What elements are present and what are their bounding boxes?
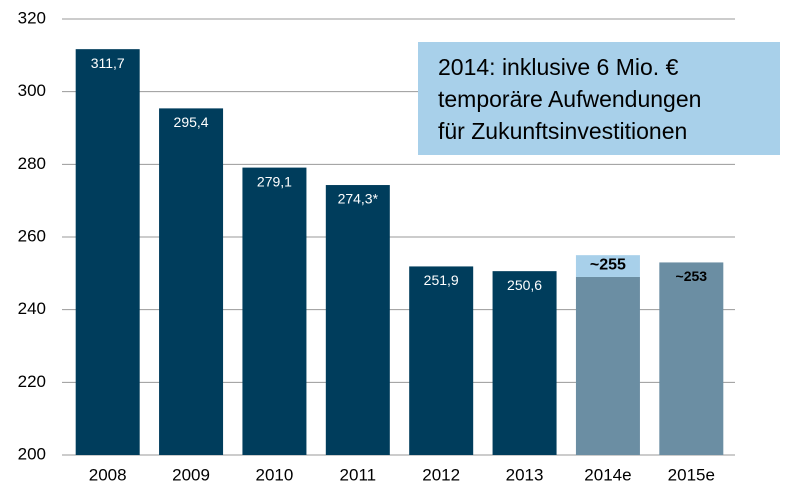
bar [75, 49, 140, 455]
x-tick-label: 2008 [89, 465, 127, 484]
x-tick-label: 2012 [422, 465, 460, 484]
y-tick-label: 220 [18, 372, 46, 391]
y-tick-label: 280 [18, 154, 46, 173]
x-tick-label: 2013 [506, 465, 544, 484]
x-tick-label: 2014e [584, 465, 631, 484]
data-label: 251,9 [424, 272, 459, 288]
y-tick-label: 320 [18, 8, 46, 27]
bar [159, 108, 224, 455]
y-tick-label: 200 [18, 444, 46, 463]
y-tick-label: 260 [18, 226, 46, 245]
x-tick-label: 2015e [668, 465, 715, 484]
y-tick-label: 300 [18, 81, 46, 100]
data-label: 295,4 [174, 114, 209, 130]
data-label: 311,7 [91, 55, 125, 71]
y-tick-label: 240 [18, 299, 46, 318]
data-label: 279,1 [257, 173, 292, 189]
annotation-text: für Zukunftsinvestitionen [438, 118, 687, 144]
annotation-box [418, 42, 780, 155]
annotation-text: temporäre Aufwendungen [438, 86, 701, 112]
x-tick-label: 2010 [256, 465, 294, 484]
x-tick-label: 2009 [172, 465, 210, 484]
data-label: 274,3* [338, 191, 379, 207]
data-label: 250,6 [507, 277, 542, 293]
x-tick-label: 2011 [340, 465, 377, 484]
bar [242, 167, 307, 455]
bar [575, 276, 640, 455]
bar [325, 185, 390, 455]
data-label: ~253 [676, 268, 708, 284]
bar [575, 255, 640, 277]
total-label: ~255 [590, 256, 626, 273]
annotation-text: 2014: inklusive 6 Mio. € [438, 54, 679, 80]
bar [409, 266, 474, 455]
bar [659, 262, 724, 455]
bar [492, 271, 557, 455]
